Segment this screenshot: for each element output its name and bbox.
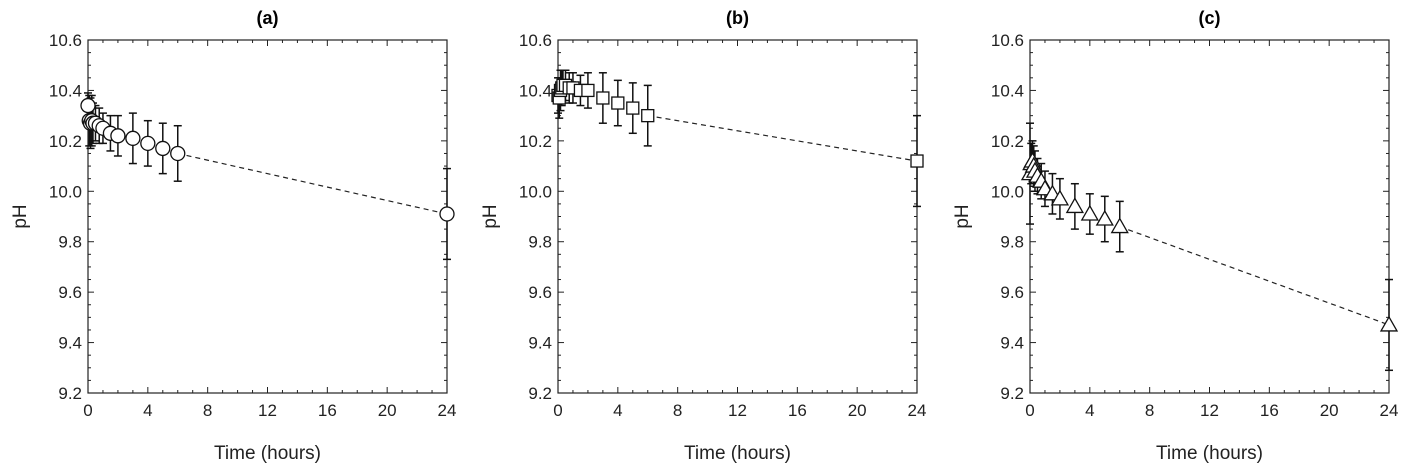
x-tick-label: 24: [908, 401, 927, 420]
x-tick-label: 24: [1380, 401, 1399, 420]
y-tick-label: 10.4: [991, 81, 1024, 100]
x-tick-label: 12: [258, 401, 277, 420]
trend-line: [647, 115, 918, 162]
y-tick-label: 9.2: [528, 384, 552, 403]
y-tick-label: 10.4: [519, 81, 552, 100]
x-tick-label: 20: [1320, 401, 1339, 420]
data-point: [596, 91, 610, 105]
y-tick-label: 10.2: [991, 132, 1024, 151]
data-point: [125, 130, 141, 146]
x-tick-label: 0: [1025, 401, 1034, 420]
y-tick-label: 9.6: [58, 283, 82, 302]
y-tick-label: 9.4: [528, 334, 552, 353]
data-point: [910, 154, 924, 168]
data-point: [581, 83, 595, 98]
y-tick-label: 10.4: [49, 81, 82, 100]
y-tick-label: 10.2: [49, 132, 82, 151]
x-tick-label: 20: [848, 401, 867, 420]
x-axis-label: Time (hours): [214, 443, 321, 464]
panel-title: (c): [1199, 8, 1221, 28]
data-point: [170, 145, 186, 162]
data-point: [611, 96, 625, 110]
panel-b: 0 4 8 12 16 20 24 9.2 9.4 9.6 9.8 10.0 10.2 10.4 10.6 T…: [480, 8, 926, 464]
x-tick-label: 4: [143, 401, 152, 420]
data-point: [1080, 204, 1099, 221]
data-point: [1379, 315, 1399, 332]
trend-line: [1119, 226, 1390, 326]
y-tick-label: 10.2: [519, 132, 552, 151]
data-point: [1110, 217, 1129, 234]
data-point: [1050, 189, 1070, 206]
x-tick-label: 12: [728, 401, 747, 420]
data-point: [1065, 197, 1084, 214]
data-point: [110, 128, 126, 144]
y-tick-label: 9.8: [58, 233, 82, 252]
x-tick-label: 8: [673, 401, 682, 420]
panel-title: (b): [726, 8, 749, 28]
x-tick-label: 4: [613, 401, 622, 420]
x-axis-label: Time (hours): [1156, 443, 1263, 464]
x-tick-label: 0: [83, 401, 92, 420]
y-tick-label: 10.0: [991, 182, 1024, 201]
panel-title: (a): [257, 8, 279, 28]
y-axis-label: pH: [10, 204, 31, 228]
y-tick-label: 9.4: [1000, 334, 1024, 353]
x-tick-label: 8: [203, 401, 212, 420]
x-tick-label: 4: [1085, 401, 1094, 420]
data-point: [140, 135, 156, 152]
x-tick-label: 8: [1145, 401, 1154, 420]
plot-frame: [557, 39, 918, 394]
y-axis-label: pH: [952, 204, 973, 228]
trend-line: [177, 152, 448, 215]
y-tick-label: 9.8: [1000, 233, 1024, 252]
y-tick-label: 9.2: [58, 384, 82, 403]
panel-c: 0 4 8 12 16 20 24 9.2 9.4 9.6 9.8 10.0 10.2 10.4 10.6 T…: [952, 8, 1398, 464]
data-point: [1095, 209, 1114, 226]
x-tick-label: 0: [553, 401, 562, 420]
data-point: [626, 101, 640, 115]
y-axis-label: pH: [480, 204, 501, 228]
x-tick-label: 24: [438, 401, 457, 420]
x-tick-label: 20: [378, 401, 397, 420]
x-tick-label: 12: [1200, 401, 1219, 420]
plot-frame: [87, 39, 448, 394]
y-tick-label: 10.0: [49, 182, 82, 201]
data-point: [641, 108, 655, 123]
y-tick-label: 10.6: [519, 31, 552, 50]
x-axis-label: Time (hours): [684, 443, 791, 464]
y-tick-label: 9.8: [528, 233, 552, 252]
data-point: [155, 140, 171, 157]
data-point: [439, 206, 455, 222]
x-tick-label: 16: [1260, 401, 1279, 420]
y-tick-label: 9.4: [58, 334, 82, 353]
x-tick-label: 16: [788, 401, 807, 420]
x-tick-label: 16: [318, 401, 337, 420]
data-point: [80, 97, 96, 114]
panel-a: 0 4 8 12 16 20 24 9.2 9.4 9.6 9.8 10.0 10.2 10.4 10.6 T…: [10, 8, 456, 464]
y-tick-label: 10.6: [49, 31, 82, 50]
y-tick-label: 9.6: [1000, 283, 1024, 302]
y-tick-label: 10.0: [519, 182, 552, 201]
y-tick-label: 10.6: [991, 31, 1024, 50]
y-tick-label: 9.6: [528, 283, 552, 302]
y-tick-label: 9.2: [1000, 384, 1024, 403]
